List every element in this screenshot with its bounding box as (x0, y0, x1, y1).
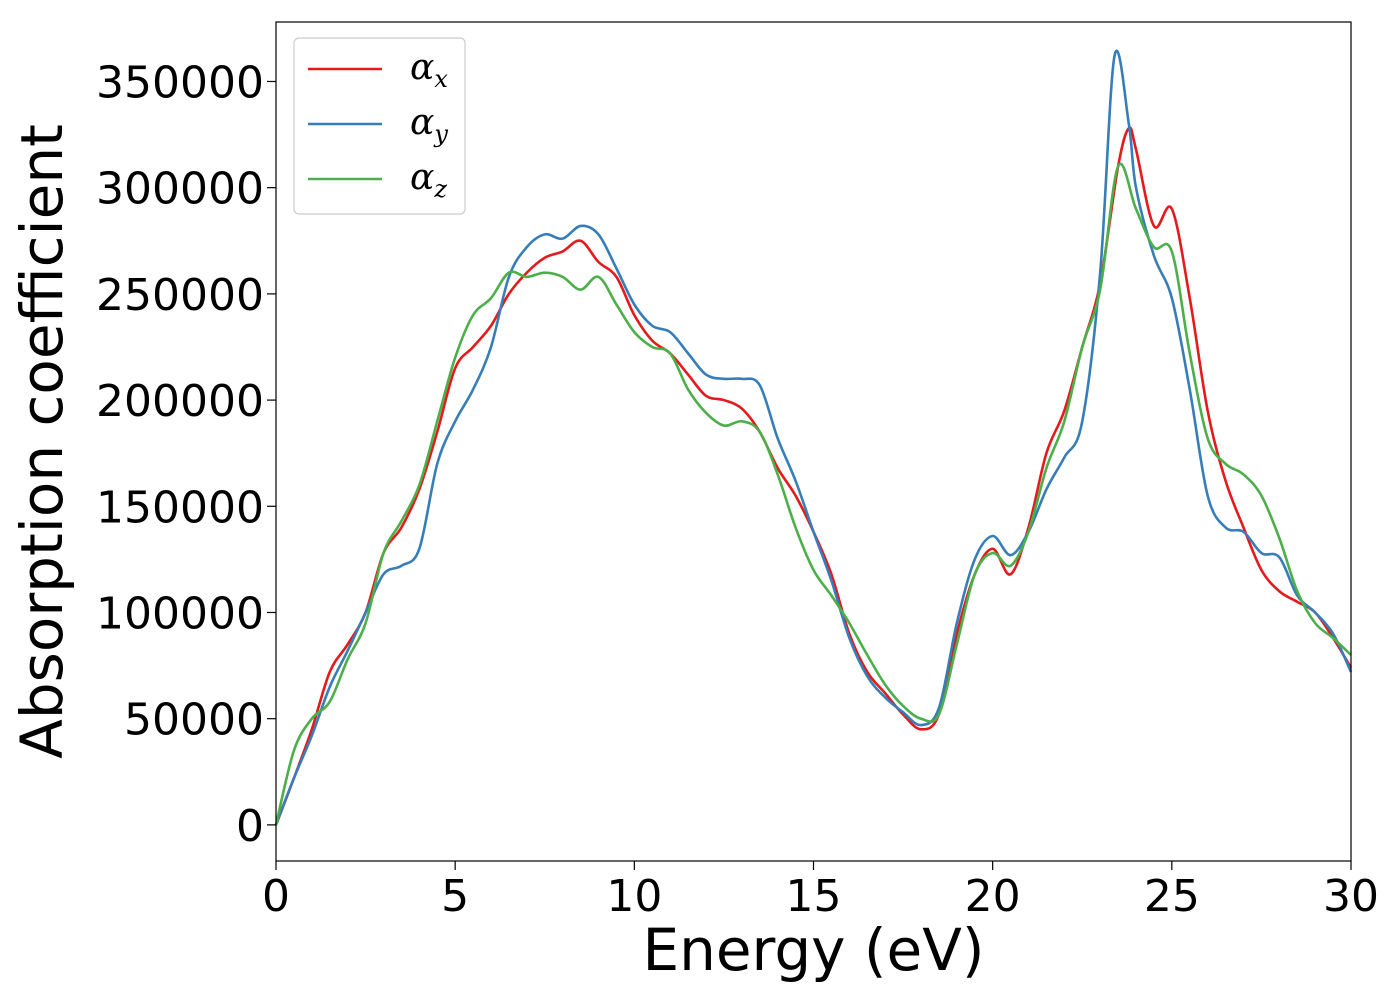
x-tick-label: 25 (1144, 871, 1200, 922)
x-tick-label: 0 (262, 871, 290, 922)
y-tick-label: 250000 (96, 270, 264, 321)
x-tick-label: 5 (441, 871, 469, 922)
y-tick-label: 200000 (96, 376, 264, 427)
x-axis: 0 5 10 15 20 25 30 (262, 861, 1379, 922)
y-tick-label: 100000 (96, 588, 264, 639)
y-tick-label: 0 (236, 801, 264, 852)
x-tick-label: 30 (1323, 871, 1379, 922)
y-axis-label: Absorption coefficient (8, 124, 76, 759)
series-line-x (274, 126, 1353, 826)
x-tick-label: 20 (965, 871, 1021, 922)
series-line-y (274, 49, 1353, 826)
series-layer (274, 49, 1353, 826)
x-tick-label: 15 (786, 871, 842, 922)
y-axis: 0 50000 100000 150000 200000 250000 300000 3500… (96, 57, 276, 852)
y-tick-label: 350000 (96, 57, 264, 108)
y-tick-label: 50000 (124, 695, 264, 746)
x-tick-label: 10 (606, 871, 662, 922)
legend-box (293, 37, 466, 215)
y-tick-label: 150000 (96, 482, 264, 533)
x-axis-label: Energy (eV) (642, 916, 984, 984)
y-tick-label: 300000 (96, 164, 264, 215)
series-line-z (274, 162, 1352, 826)
